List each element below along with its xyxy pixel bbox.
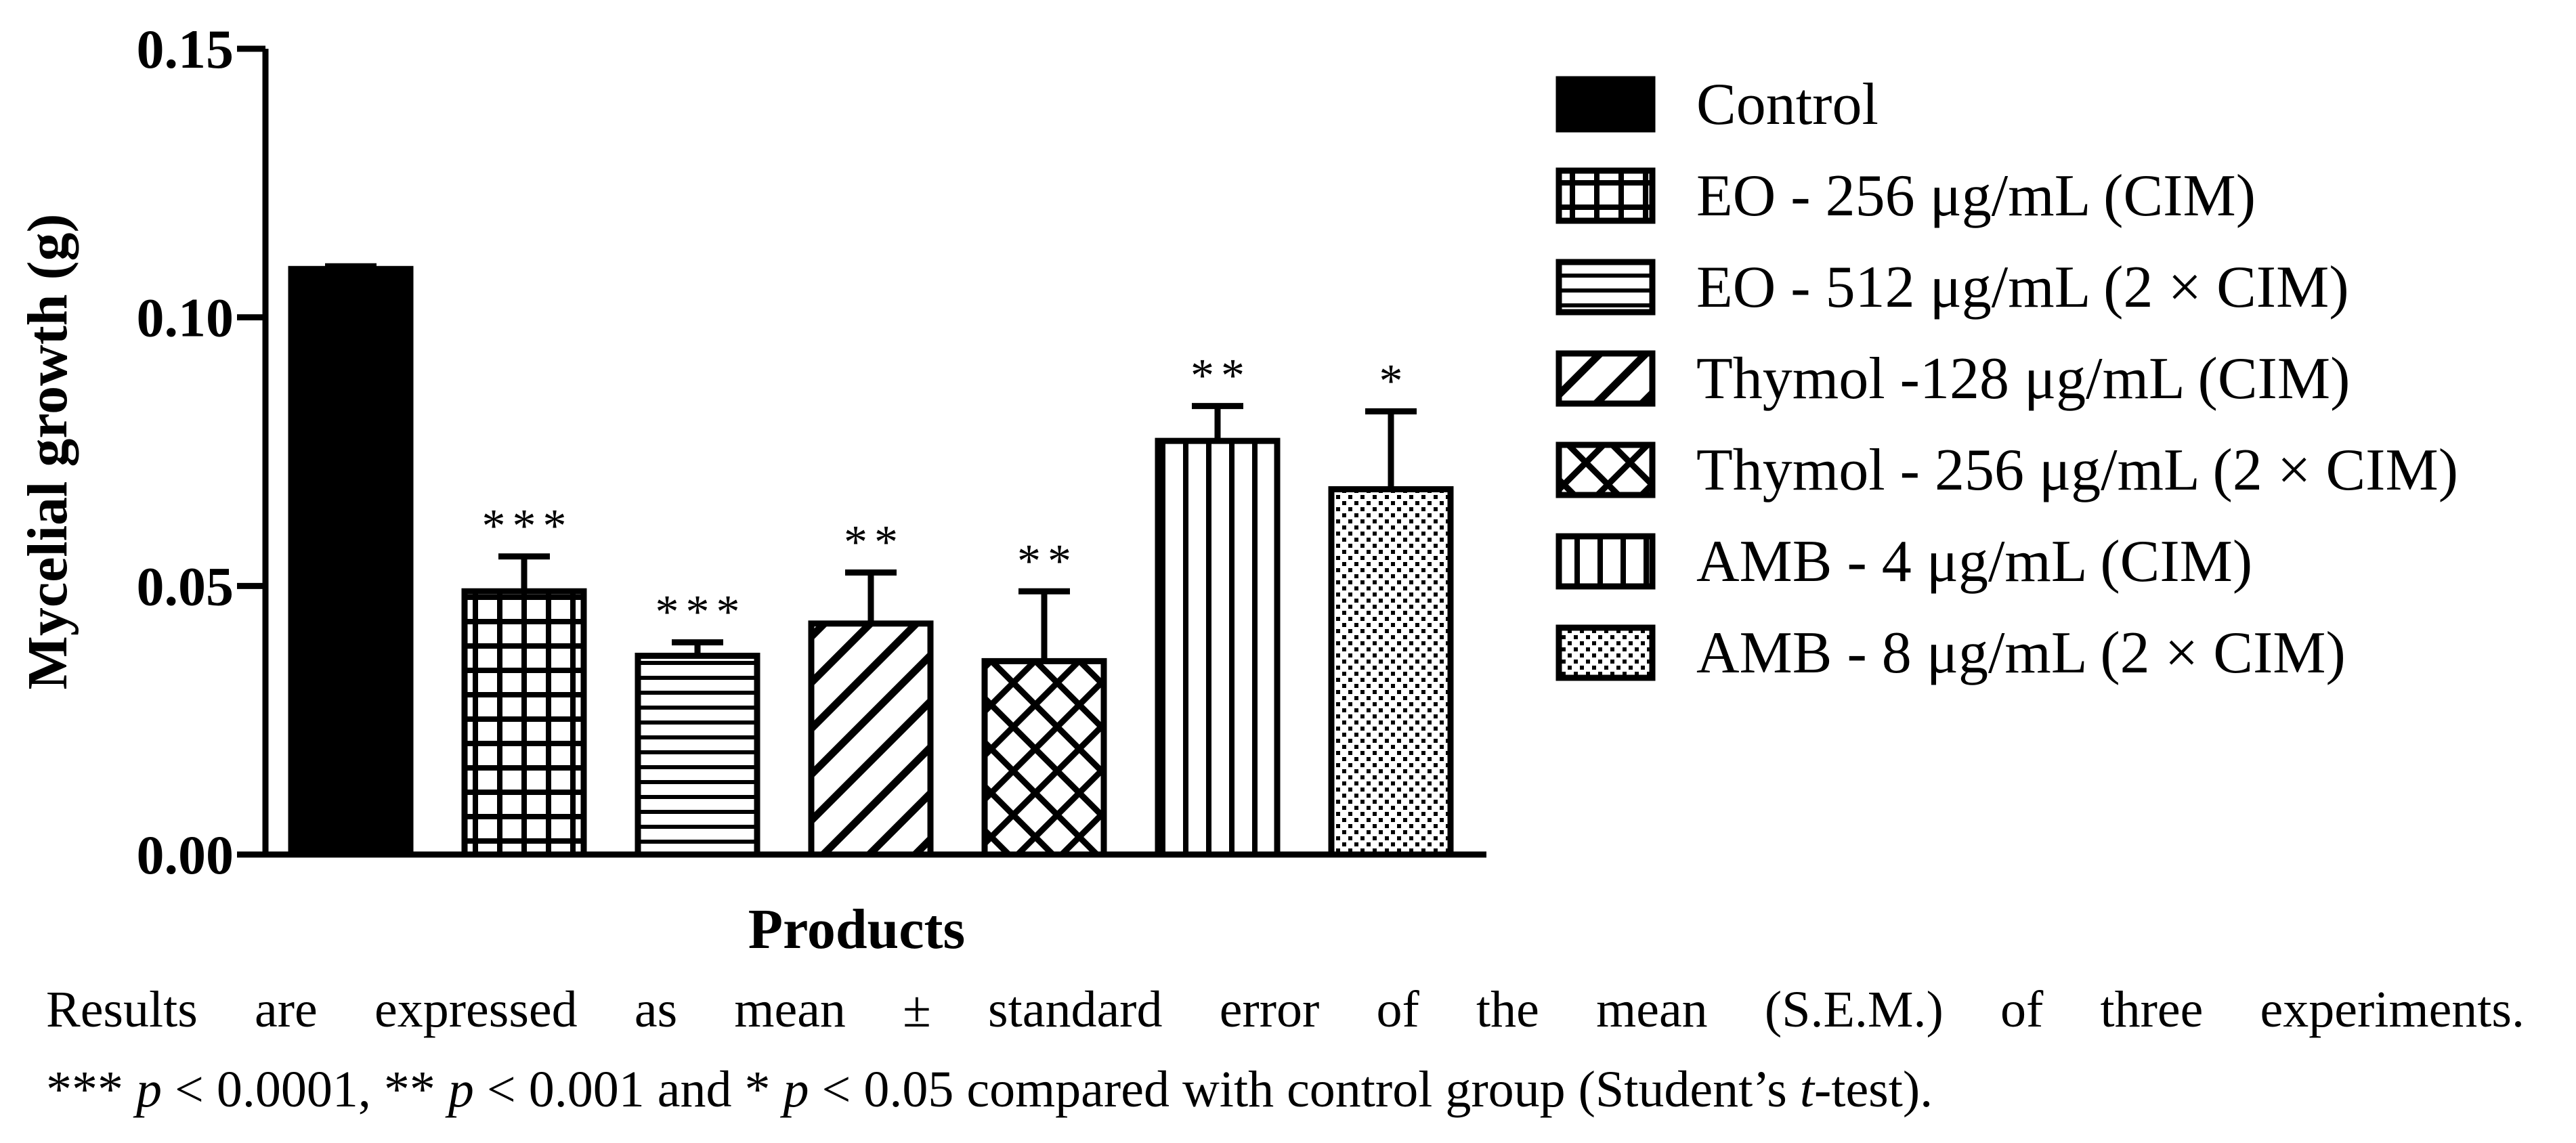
legend-label: Control <box>1696 72 1879 137</box>
y-ticks: 0.00 0.05 0.10 0.15 <box>137 18 265 886</box>
significance-label: *** <box>482 500 574 553</box>
legend-label: EO - 256 μg/mL (CIM) <box>1696 163 2256 229</box>
caption-p-italic: p <box>783 1061 809 1118</box>
caption-part: *** <box>46 1061 136 1118</box>
y-tick-label: 0.10 <box>137 287 234 349</box>
legend-swatch <box>1555 76 1656 133</box>
caption-part: -test). <box>1814 1061 1933 1118</box>
legend-swatch <box>1555 441 1656 498</box>
legend-label: AMB - 4 μg/mL (CIM) <box>1696 529 2252 595</box>
figure-caption-line-2: *** p < 0.0001, ** p < 0.001 and * p < 0… <box>46 1060 2525 1119</box>
legend-swatch <box>1555 350 1656 407</box>
significance-label: ** <box>1017 535 1078 587</box>
legend-swatch <box>1555 533 1656 590</box>
figure-caption-line-1: Results are expressed as mean ± standard… <box>46 981 2525 1038</box>
legend: Control EO - 256 μg/mL (CIM) EO - 512 μg/m… <box>1555 72 2458 686</box>
legend-label: Thymol -128 μg/mL (CIM) <box>1696 346 2350 412</box>
legend-swatch <box>1555 167 1656 224</box>
bar <box>288 265 414 858</box>
caption-p-italic: p <box>136 1061 162 1118</box>
bar <box>981 657 1107 858</box>
caption-part: < 0.05 compared with control group (Stud… <box>809 1061 1800 1118</box>
legend-swatch <box>1555 624 1656 681</box>
legend-swatch <box>1555 259 1656 316</box>
caption-part: < 0.001 and * <box>473 1061 783 1118</box>
bars-layer: ******** **** * <box>288 263 1454 858</box>
legend-label: Thymol - 256 μg/mL (2 × CIM) <box>1696 437 2458 503</box>
y-tick-label: 0.15 <box>137 18 234 80</box>
significance-label: ** <box>1190 350 1251 402</box>
legend-label: EO - 512 μg/mL (2 × CIM) <box>1696 255 2349 320</box>
caption-t-italic: t <box>1799 1061 1815 1118</box>
significance-label: * <box>1379 355 1410 408</box>
bar <box>635 652 760 858</box>
bar <box>1155 437 1281 858</box>
significance-label: *** <box>656 586 747 639</box>
bar <box>461 588 587 858</box>
caption-part: < 0.0001, ** <box>162 1061 448 1118</box>
caption-p-italic: p <box>448 1061 474 1118</box>
bar <box>1328 486 1454 858</box>
legend-label: AMB - 8 μg/mL (2 × CIM) <box>1696 620 2346 686</box>
y-tick-label: 0.05 <box>137 555 234 617</box>
y-axis-title: Mycelial growth (g) <box>16 214 79 690</box>
y-tick-label: 0.00 <box>137 824 234 886</box>
bar <box>808 620 934 858</box>
x-axis-title: Products <box>748 898 965 961</box>
significance-label: ** <box>844 517 905 569</box>
